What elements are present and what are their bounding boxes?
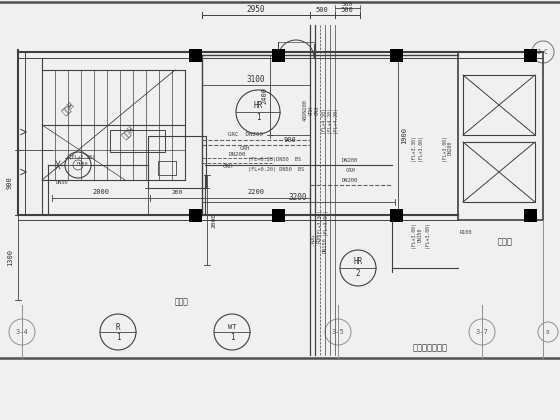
Bar bbox=[148, 136, 206, 188]
Bar bbox=[158, 161, 176, 175]
Text: DN50: DN50 bbox=[56, 179, 68, 184]
Text: HR: HR bbox=[253, 102, 263, 110]
Bar bbox=[524, 209, 537, 222]
Text: (FL+3.00): (FL+3.00) bbox=[424, 222, 430, 248]
Text: 3-5: 3-5 bbox=[332, 329, 344, 335]
Text: 3-4: 3-4 bbox=[16, 329, 29, 335]
Text: 500: 500 bbox=[340, 7, 353, 13]
Text: DN200: DN200 bbox=[342, 178, 358, 183]
Text: CRH: CRH bbox=[223, 165, 234, 170]
Text: DN50: DN50 bbox=[76, 163, 88, 168]
Text: 3200: 3200 bbox=[289, 192, 307, 202]
Text: 换热站: 换热站 bbox=[497, 237, 512, 247]
Text: 8: 8 bbox=[546, 330, 550, 334]
Bar bbox=[390, 49, 403, 62]
Text: 40DN200: 40DN200 bbox=[302, 99, 307, 121]
Text: CRH: CRH bbox=[345, 168, 355, 173]
Text: (FL+2.20): (FL+2.20) bbox=[69, 155, 95, 160]
Text: DN200: DN200 bbox=[342, 158, 358, 163]
Text: DN200: DN200 bbox=[447, 141, 452, 155]
Text: 2400: 2400 bbox=[261, 87, 267, 103]
Text: R: R bbox=[116, 323, 120, 331]
Text: DN200: DN200 bbox=[228, 152, 246, 157]
Text: 2000: 2000 bbox=[212, 213, 217, 228]
Text: (FL+3.00): (FL+3.00) bbox=[323, 209, 328, 235]
Text: 锅炉外一次热网: 锅炉外一次热网 bbox=[413, 344, 447, 352]
Text: (FL+3.30): (FL+3.30) bbox=[410, 135, 416, 161]
Text: 3-7: 3-7 bbox=[475, 329, 488, 335]
Bar bbox=[110, 130, 165, 152]
Text: (FL+3.30): (FL+3.30) bbox=[316, 209, 321, 235]
Bar bbox=[272, 209, 285, 222]
Text: ROH: ROH bbox=[316, 234, 321, 243]
Text: (FL+0.20) DN50  BS: (FL+0.20) DN50 BS bbox=[248, 168, 304, 173]
Bar bbox=[463, 142, 535, 202]
Text: 洋球阀: 洋球阀 bbox=[175, 297, 189, 307]
Text: R100: R100 bbox=[460, 229, 473, 234]
Text: 200: 200 bbox=[171, 189, 183, 194]
Text: (FL+4.20): (FL+4.20) bbox=[326, 107, 332, 133]
Text: (FL+4.50): (FL+4.50) bbox=[320, 107, 325, 133]
Text: 1: 1 bbox=[230, 333, 234, 341]
Text: ROG: ROG bbox=[310, 234, 315, 243]
Text: (FL+3.00): (FL+3.00) bbox=[410, 222, 416, 248]
Text: DN150: DN150 bbox=[323, 237, 328, 253]
Text: (FL+3.00): (FL+3.00) bbox=[441, 135, 446, 161]
Text: WT: WT bbox=[228, 324, 236, 330]
Text: GRH: GRH bbox=[309, 105, 314, 115]
Bar bbox=[463, 75, 535, 135]
Text: 楼梯H: 楼梯H bbox=[60, 100, 76, 116]
Text: 3100: 3100 bbox=[247, 74, 265, 84]
Text: 500: 500 bbox=[316, 7, 328, 13]
Text: 2950: 2950 bbox=[247, 5, 265, 15]
Bar bbox=[189, 49, 202, 62]
Text: DN150: DN150 bbox=[418, 228, 422, 242]
Text: CRH: CRH bbox=[240, 147, 250, 152]
Text: (FL+0.20)DN50  BS: (FL+0.20)DN50 BS bbox=[248, 158, 301, 163]
Text: 楼梯H: 楼梯H bbox=[120, 124, 136, 140]
Text: 2: 2 bbox=[356, 268, 360, 278]
Text: 900: 900 bbox=[283, 137, 296, 143]
Text: 2000: 2000 bbox=[92, 189, 110, 195]
Bar bbox=[189, 209, 202, 222]
Text: 3-C: 3-C bbox=[537, 49, 549, 55]
Text: (FL+4.20): (FL+4.20) bbox=[333, 107, 338, 133]
Text: 1: 1 bbox=[116, 333, 120, 341]
Text: 900: 900 bbox=[7, 177, 13, 189]
Text: GRG: GRG bbox=[315, 105, 320, 115]
Text: (FL+3.00): (FL+3.00) bbox=[418, 135, 422, 161]
Text: 500: 500 bbox=[342, 3, 353, 8]
Text: GRC  DN200: GRC DN200 bbox=[227, 132, 263, 137]
Bar bbox=[390, 209, 403, 222]
Bar bbox=[272, 49, 285, 62]
Text: 1300: 1300 bbox=[7, 249, 13, 267]
Text: 1900: 1900 bbox=[401, 126, 407, 144]
Text: HR: HR bbox=[353, 257, 363, 267]
Bar bbox=[524, 49, 537, 62]
Text: 2200: 2200 bbox=[248, 189, 264, 195]
Text: 1: 1 bbox=[256, 113, 260, 121]
